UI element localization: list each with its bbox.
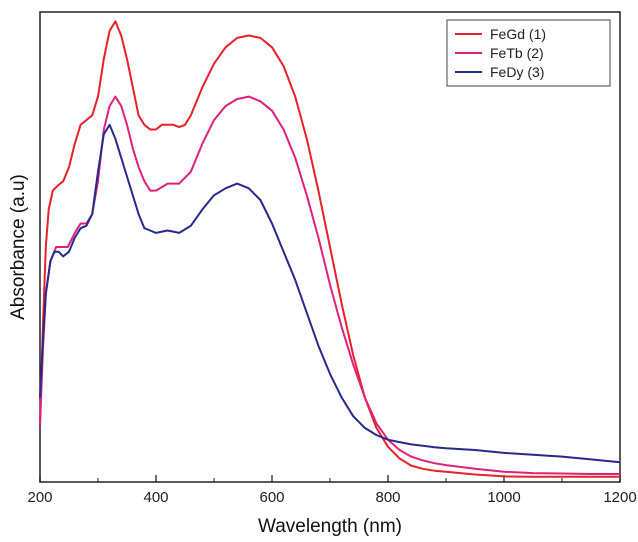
x-axis-title: Wavelength (nm) [258,516,402,537]
series-line-2 [39,95,620,475]
y-axis-title: Absorbance (a.u) [8,174,29,320]
x-tick-label: 200 [27,489,52,506]
x-tick-label: 1000 [487,489,520,506]
series-line-3 [39,123,621,464]
series-lines [39,20,621,478]
x-tick-label: 600 [259,489,284,506]
legend-label-1: FeGd (1) [490,26,546,42]
legend-label-3: FeDy (3) [490,64,544,80]
series-line-1 [39,20,620,478]
x-tick-label: 400 [143,489,168,506]
x-tick-label: 1200 [603,489,636,506]
x-tick-label: 800 [375,489,400,506]
legend-label-2: FeTb (2) [490,45,544,61]
x-axis-ticks: 200 400 600 800 1000 1200 [27,475,637,506]
legend: FeGd (1) FeTb (2) FeDy (3) [446,19,611,87]
